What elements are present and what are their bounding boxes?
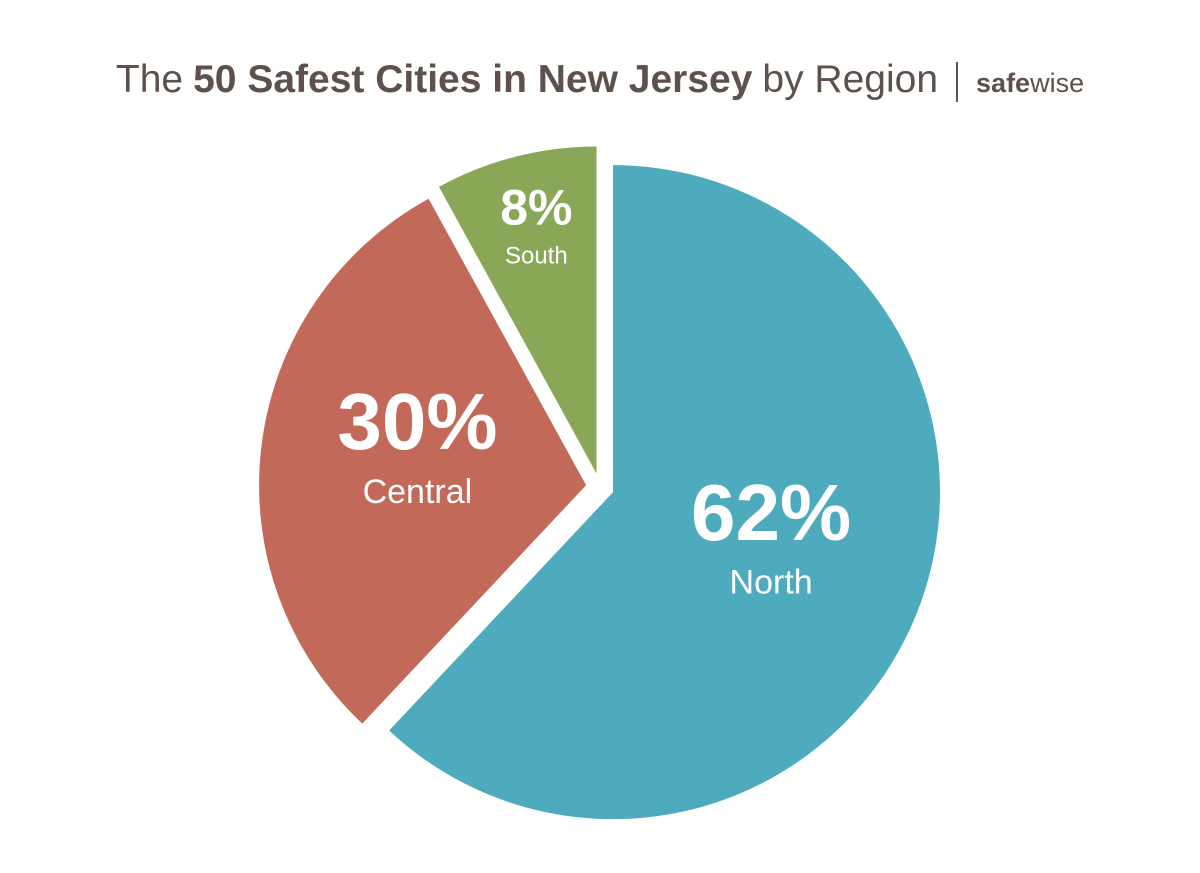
chart-title: The 50 Safest Cities in New Jersey by Regi… <box>0 58 1200 102</box>
category-label: North <box>730 564 813 602</box>
brand: safewise <box>976 68 1084 98</box>
value-label: 30% <box>337 377 497 466</box>
separator <box>956 61 959 102</box>
pie-slice <box>259 198 587 724</box>
title-part: 50 Safest Cities in New Jersey <box>193 58 753 101</box>
brand-part: wise <box>1030 68 1085 98</box>
category-label: Central <box>363 473 473 511</box>
category-label: South <box>505 242 568 269</box>
value-label: 8% <box>500 179 572 235</box>
pie-slice <box>438 146 597 474</box>
title-part: by Region <box>762 58 939 101</box>
brand-part: safe <box>976 68 1031 98</box>
pie-slice <box>389 165 941 820</box>
value-label: 62% <box>691 468 851 557</box>
title-part: The <box>115 58 184 101</box>
